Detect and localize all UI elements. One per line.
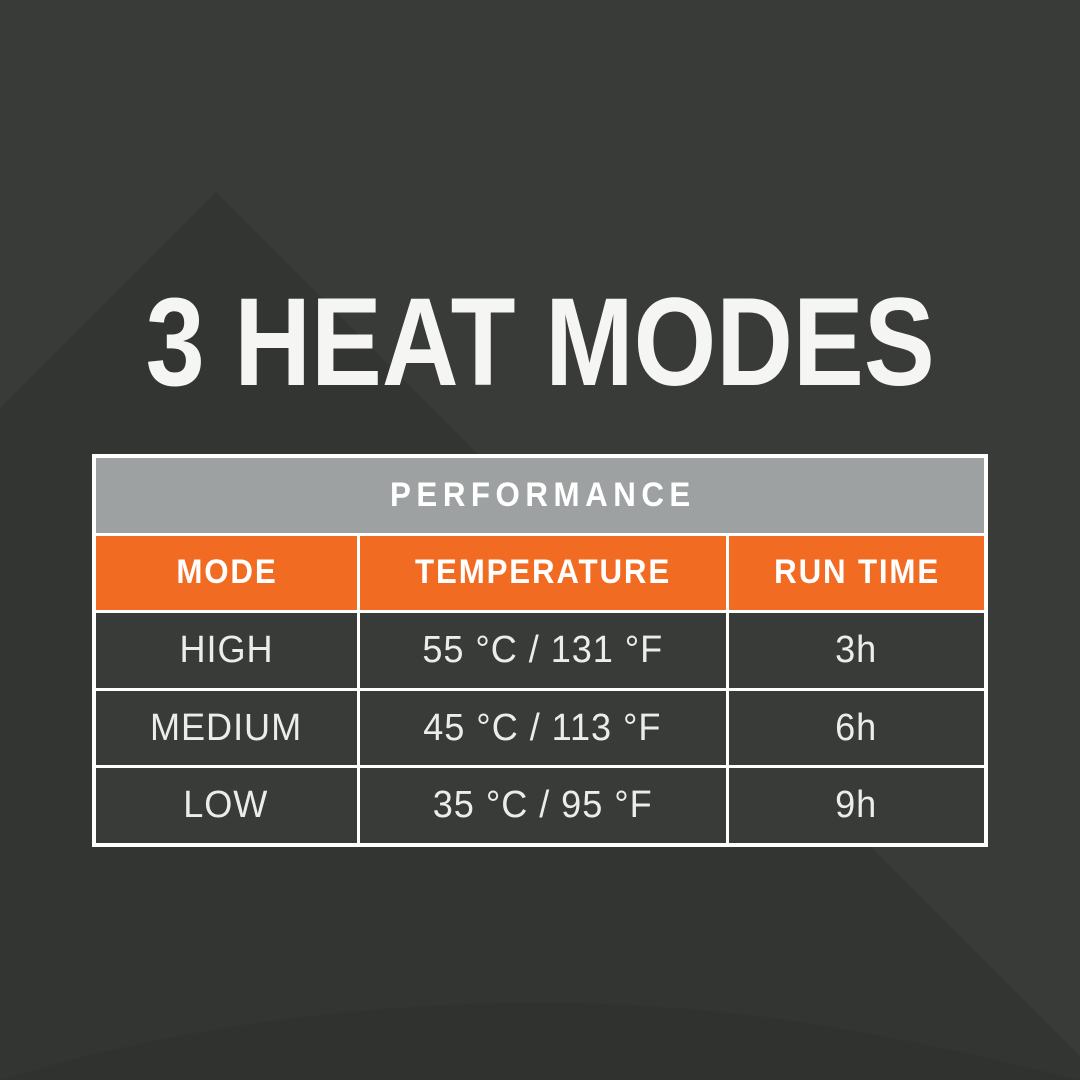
column-header-mode-label: MODE <box>176 553 278 592</box>
table-row-high-temperature-cell: 55 °C / 131 °F <box>359 613 726 688</box>
runtime-value: 3h <box>835 628 878 671</box>
table-row-medium-mode-cell: MEDIUM <box>96 690 357 766</box>
temperature-value: 55 °C / 131 °F <box>422 628 663 671</box>
runtime-value: 9h <box>835 784 878 827</box>
table-row-low-temperature-cell: 35 °C / 95 °F <box>359 768 726 843</box>
column-header-run-time: RUN TIME <box>728 535 984 611</box>
page-title: 3 HEAT MODES <box>0 280 1080 405</box>
mode-value: HIGH <box>179 628 274 671</box>
column-header-temperature: TEMPERATURE <box>359 535 726 611</box>
table-row-low-mode-cell: LOW <box>96 768 357 843</box>
swoosh-shape <box>0 1002 1080 1080</box>
performance-table: PERFORMANCE MODE TEMPERATURE RUN TIME HI… <box>92 454 988 847</box>
mode-value: MEDIUM <box>150 706 303 749</box>
table-row-high-mode-cell: HIGH <box>96 613 357 688</box>
table-row-medium-runtime-cell: 6h <box>728 690 984 766</box>
column-header-mode: MODE <box>96 535 357 611</box>
page-title-text: 3 HEAT MODES <box>145 273 935 412</box>
mode-value: LOW <box>183 784 269 827</box>
table-row-high-runtime-cell: 3h <box>728 613 984 688</box>
table-row-medium-temperature-cell: 45 °C / 113 °F <box>359 690 726 766</box>
table-row-low-runtime-cell: 9h <box>728 768 984 843</box>
column-header-run-time-label: RUN TIME <box>774 553 941 592</box>
table-title-cell: PERFORMANCE <box>96 458 984 533</box>
table-title-label: PERFORMANCE <box>389 475 696 514</box>
temperature-value: 45 °C / 113 °F <box>423 706 662 749</box>
runtime-value: 6h <box>835 706 878 749</box>
column-header-temperature-label: TEMPERATURE <box>415 553 672 592</box>
temperature-value: 35 °C / 95 °F <box>432 784 653 827</box>
